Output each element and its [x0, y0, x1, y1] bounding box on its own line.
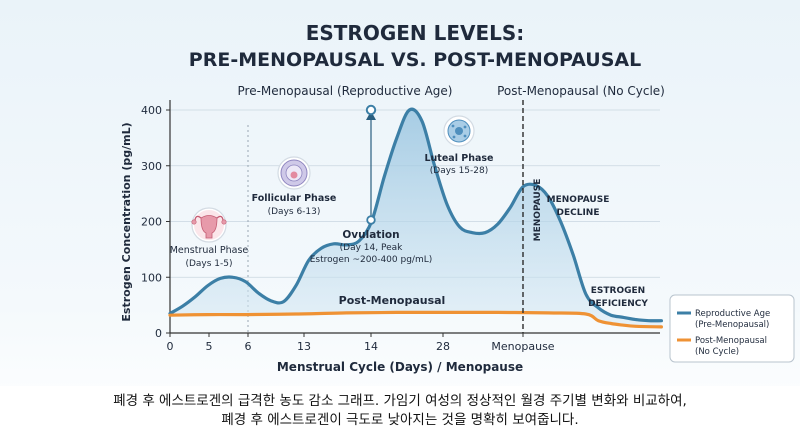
x-axis-ticks: 0 5 6 13 14 28 Menopause: [167, 333, 555, 353]
x-axis-label: Menstrual Cycle (Days) / Menopause: [277, 360, 523, 374]
luteal-phase-days: (Days 15-28): [430, 166, 489, 176]
x-tick-label: 6: [245, 340, 252, 353]
ovulation-label: Ovulation: [342, 229, 399, 241]
ovulation-peak-note: Estrogen ~200-400 pg/mL): [310, 255, 432, 265]
caption-line2: 폐경 후 에스트로겐이 극도로 낮아지는 것을 명확히 보여줍니다.: [221, 412, 579, 428]
y-tick-label: 400: [141, 104, 162, 117]
section-label-post: Post-Menopausal (No Cycle): [497, 84, 665, 98]
luteal-phase-label: Luteal Phase: [424, 153, 493, 164]
pre-menopausal-area: [170, 109, 662, 327]
legend-label-pre-sub: (Pre-Menopausal): [695, 320, 769, 330]
follicular-phase-days: (Days 6-13): [268, 207, 321, 217]
y-tick-label: 300: [141, 160, 162, 173]
x-tick-label: 5: [206, 340, 213, 353]
ovulation-base-marker: [366, 215, 376, 225]
caption-line1: 폐경 후 에스트로겐의 급격한 농도 감소 그래프. 가임기 여성의 정상적인 …: [113, 393, 687, 409]
chart-title-line2: PRE-MENOPAUSAL VS. POST-MENOPAUSAL: [189, 49, 641, 71]
menopause-decline-label-2: DECLINE: [557, 208, 600, 218]
section-label-pre: Pre-Menopausal (Reproductive Age): [238, 84, 453, 98]
estrogen-deficiency-label: ESTROGEN: [591, 286, 645, 296]
follicle-icon: [277, 156, 311, 190]
menstrual-phase-label: Menstrual Phase: [170, 245, 249, 256]
y-tick-label: 200: [141, 216, 162, 229]
y-tick-label: 0: [155, 327, 162, 340]
follicular-phase-label: Follicular Phase: [252, 193, 337, 204]
ovulation-day: (Day 14, Peak: [340, 243, 403, 253]
corpus-luteum-icon: [443, 115, 475, 147]
legend-box: [669, 294, 795, 363]
ovulation-peak-marker: [365, 104, 377, 116]
x-tick-label: 14: [364, 340, 378, 353]
legend: Reproductive Age (Pre-Menopausal) Post-M…: [669, 294, 795, 363]
pre-menopausal-line: [168, 107, 663, 323]
x-tick-label: 13: [297, 340, 311, 353]
uterus-icon: [191, 207, 227, 243]
legend-label-post-sub: (No Cycle): [695, 347, 739, 357]
x-tick-label: 28: [436, 340, 450, 353]
x-tick-label: Menopause: [491, 340, 554, 353]
y-tick-label: 100: [141, 271, 162, 284]
post-menopausal-series-label: Post-Menopausal: [339, 294, 446, 307]
menstrual-phase-days: (Days 1-5): [185, 259, 232, 269]
legend-label-post: Post-Menopausal: [695, 336, 767, 346]
caption: 폐경 후 에스트로겐의 급격한 농도 감소 그래프. 가임기 여성의 정상적인 …: [0, 386, 800, 436]
ovulation-arrowhead: [366, 111, 376, 120]
chart-title-line1: ESTROGEN LEVELS:: [306, 21, 525, 45]
menopause-decline-label: MENOPAUSE: [547, 195, 610, 205]
estrogen-chart: ESTROGEN LEVELS: PRE-MENOPAUSAL VS. POST…: [120, 21, 795, 374]
legend-label-pre: Reproductive Age: [695, 309, 770, 319]
post-menopausal-line: [168, 310, 663, 329]
y-axis-ticks: 0 100 200 300 400: [141, 104, 170, 340]
menopause-vertical-label: MENOPAUSE: [533, 179, 543, 242]
x-tick-label: 0: [167, 340, 174, 353]
estrogen-deficiency-label-2: DEFICIENCY: [588, 299, 648, 309]
y-axis-label: Estrogen Concentration (pg/mL): [120, 122, 133, 321]
